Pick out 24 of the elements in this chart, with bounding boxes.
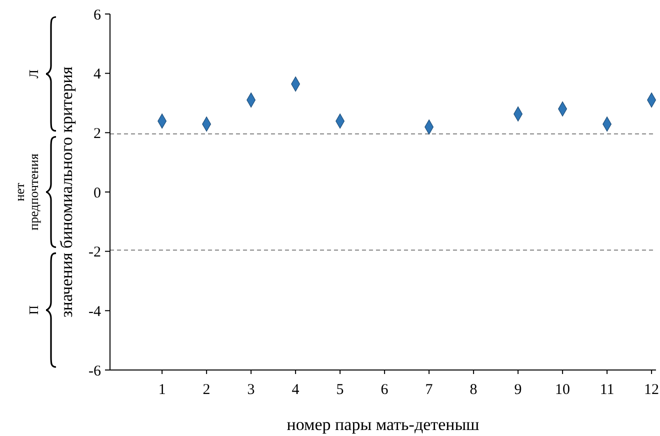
y-axis-title: значения биномиального критерия [57,66,76,318]
y-tick-label: 6 [94,7,102,24]
x-tick-label: 4 [292,382,300,398]
y-tick-label: 0 [94,185,101,202]
text: П [26,305,41,315]
x-axis-title: номер пары мать-детеныш [286,415,480,434]
x-tick-label: 8 [470,382,478,398]
y-tick-label: 2 [94,126,101,142]
x-tick-label: 5 [336,382,344,398]
x-tick-label: 9 [514,382,522,398]
x-tick-label: 7 [425,382,434,398]
x-tick-label: 1 [158,382,166,398]
x-tick-label: 3 [247,382,255,398]
text: Л [26,69,41,78]
x-tick-label: 11 [600,382,614,398]
x-tick-label: 10 [555,382,570,398]
x-tick-label: 6 [380,382,389,398]
y-tick-label: -6 [88,363,102,380]
y-tick-label: -2 [88,244,101,261]
y-tick-label: 4 [94,66,102,83]
x-tick-label: 12 [644,382,660,398]
text: нет предпочтения [12,154,41,230]
y-tick-label: -4 [88,304,102,320]
x-tick-label: 2 [202,382,210,398]
